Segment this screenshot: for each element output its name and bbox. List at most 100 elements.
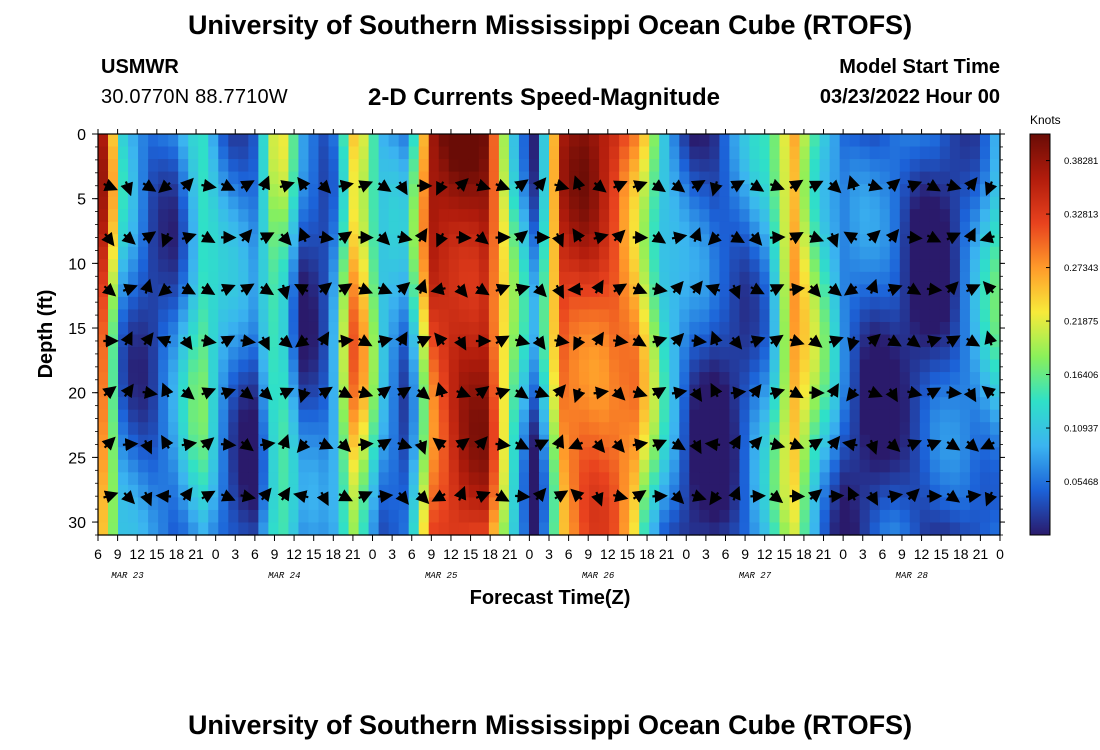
heatmap-cell: [178, 271, 189, 285]
heatmap-cell: [599, 284, 610, 298]
heatmap-cell: [538, 359, 550, 373]
heatmap-cell: [759, 246, 771, 260]
heatmap-cell: [749, 134, 761, 148]
heatmap-cell: [569, 447, 580, 461]
heatmap-cell: [108, 171, 119, 185]
heatmap-cell: [729, 459, 741, 473]
x-tick-label: 6: [408, 546, 416, 562]
heatmap-cell: [719, 134, 730, 148]
heatmap-cell: [659, 171, 670, 185]
heatmap-cell: [629, 296, 640, 311]
heatmap-cell: [348, 347, 360, 361]
heatmap-cell: [739, 347, 751, 361]
heatmap-cell: [749, 447, 761, 461]
heatmap-cell: [128, 246, 139, 260]
heatmap-cell: [679, 334, 690, 348]
heatmap-cell: [669, 384, 680, 398]
heatmap-cell: [639, 221, 650, 235]
heatmap-cell: [759, 309, 771, 323]
heatmap-cell: [759, 209, 771, 223]
heatmap-cell: [619, 134, 630, 148]
current-arrow: [631, 490, 647, 503]
heatmap-cell: [198, 509, 209, 524]
heatmap-cell: [969, 309, 981, 323]
heatmap-cell: [879, 259, 891, 273]
heatmap-cell: [749, 209, 761, 223]
colorbar-tick-label: 0.32813: [1064, 210, 1098, 221]
heatmap-cell: [929, 434, 941, 448]
current-arrow: [200, 490, 216, 503]
heatmap-cell: [348, 422, 360, 436]
x-tick-label: 9: [898, 546, 906, 562]
heatmap-cell: [799, 359, 811, 373]
heatmap-cell: [148, 497, 159, 511]
x-tick-label: 3: [859, 546, 867, 562]
heatmap-cell: [929, 296, 941, 311]
heatmap-cell: [759, 522, 771, 536]
current-arrow: [257, 175, 270, 191]
heatmap-cell: [118, 397, 129, 411]
heatmap-cell: [939, 509, 951, 524]
heatmap-cell: [408, 284, 420, 298]
heatmap-cell: [849, 296, 861, 311]
heatmap-cell: [508, 509, 520, 524]
heatmap-cell: [989, 234, 1001, 248]
heatmap-cell: [919, 334, 931, 348]
heatmap-cell: [298, 497, 310, 511]
heatmap-cell: [508, 246, 520, 260]
current-arrow: [415, 490, 430, 505]
x-tick-label: 21: [502, 546, 518, 562]
heatmap-cell: [398, 246, 410, 260]
heatmap-cell: [508, 271, 520, 285]
heatmap-cell: [218, 372, 229, 386]
heatmap-cell: [118, 259, 129, 273]
heatmap-cell: [969, 296, 981, 311]
heatmap-cell: [328, 209, 340, 223]
heatmap-cell: [228, 509, 239, 524]
heatmap-cell: [468, 397, 480, 411]
heatmap-cell: [488, 184, 500, 198]
heatmap-cell: [248, 259, 259, 273]
heatmap-cell: [488, 321, 500, 336]
heatmap-cell: [168, 509, 179, 524]
current-arrow: [945, 489, 961, 503]
heatmap-cell: [959, 134, 971, 148]
heatmap-cell: [418, 134, 430, 148]
heatmap-cell: [739, 334, 751, 348]
heatmap-cell: [889, 459, 901, 473]
heatmap-cell: [949, 321, 961, 336]
heatmap-cell: [989, 259, 1001, 273]
heatmap-cell: [779, 284, 791, 298]
heatmap-cell: [528, 384, 540, 398]
heatmap-cell: [909, 146, 921, 160]
heatmap-cell: [989, 472, 1001, 486]
heatmap-cell: [128, 221, 139, 235]
heatmap-cell: [188, 509, 199, 524]
heatmap-cell: [408, 234, 420, 248]
heatmap-cell: [308, 359, 320, 373]
heatmap-cell: [248, 447, 259, 461]
heatmap-cell: [418, 509, 430, 524]
heatmap-cell: [348, 209, 360, 223]
current-arrow: [220, 387, 236, 400]
heatmap-cell: [478, 171, 490, 185]
heatmap-cell: [538, 271, 550, 285]
heatmap-cell: [859, 459, 871, 473]
heatmap-cell: [769, 347, 781, 361]
heatmap-cell: [879, 384, 891, 398]
heatmap-cell: [138, 484, 149, 499]
heatmap-cell: [689, 146, 700, 160]
heatmap-cell: [649, 422, 660, 436]
heatmap-cell: [248, 134, 259, 148]
heatmap-cell: [949, 259, 961, 273]
heatmap-cell: [569, 146, 580, 160]
heatmap-cell: [729, 372, 741, 386]
heatmap-cell: [328, 447, 340, 461]
heatmap-cell: [549, 309, 560, 323]
x-tick-label: 6: [251, 546, 259, 562]
heatmap-cell: [118, 309, 129, 323]
heatmap-cell: [188, 309, 199, 323]
heatmap-cell: [488, 422, 500, 436]
heatmap-cell: [258, 509, 269, 524]
heatmap-cell: [238, 397, 249, 411]
